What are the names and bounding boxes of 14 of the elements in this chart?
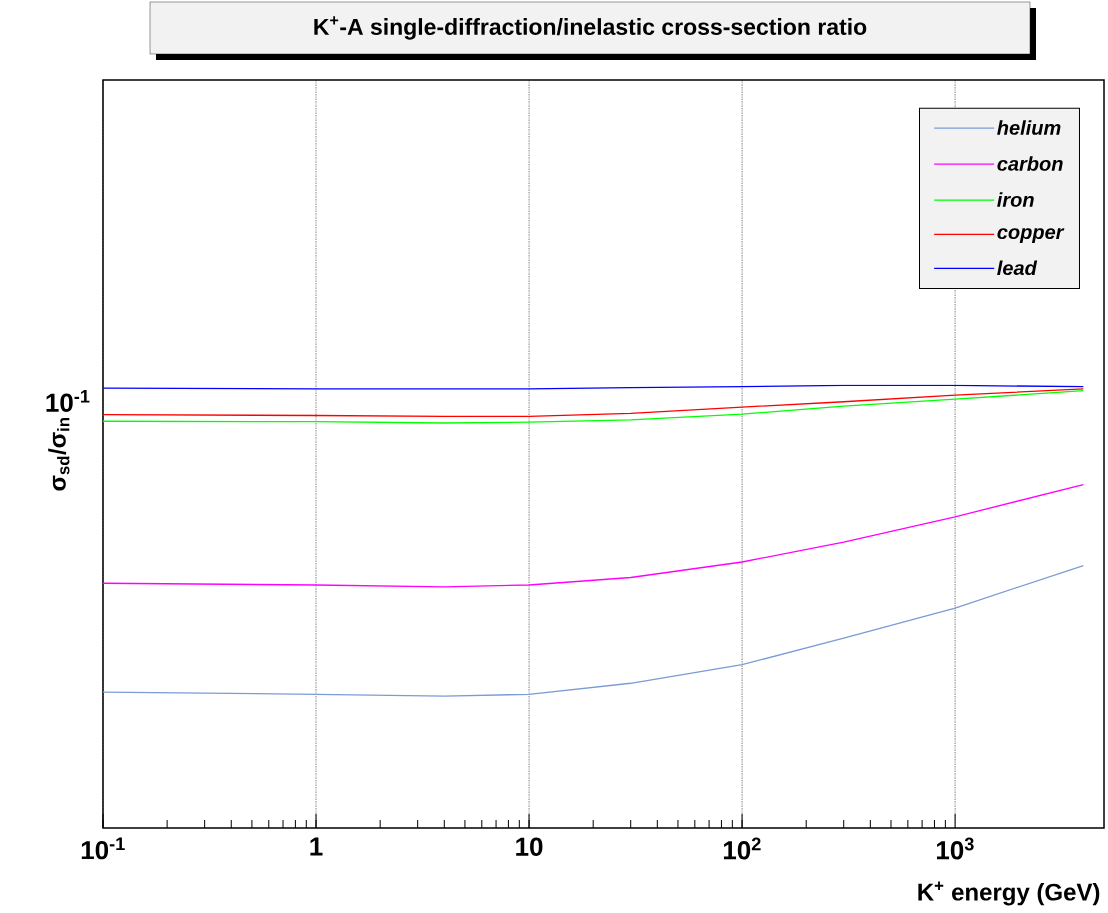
x-axis-title: K$^{+}$ energy (GeV) <box>918 881 1100 906</box>
x-tick-label: 10$^{-1}$ <box>81 837 125 860</box>
x-tick-label: 10$^{2}$ <box>723 837 761 860</box>
x-tick-label: 10 <box>516 837 543 856</box>
legend-label: helium <box>997 120 1061 135</box>
x-tick-label: 1 <box>310 837 323 856</box>
y-axis-title: σ$_{sd}$/σ$_{in}$ <box>48 418 70 491</box>
x-tick-label: 10$^{3}$ <box>936 837 974 860</box>
legend-label: copper <box>997 228 1065 244</box>
legend-label: iron <box>997 192 1034 207</box>
chart-title: K$^{+}$-A single-diffraction/inelastic cross-section ratio <box>314 16 867 40</box>
text: 10$^{-1}$ <box>46 390 90 412</box>
legend-label: carbon <box>997 156 1063 171</box>
legend-label: lead <box>997 260 1038 276</box>
